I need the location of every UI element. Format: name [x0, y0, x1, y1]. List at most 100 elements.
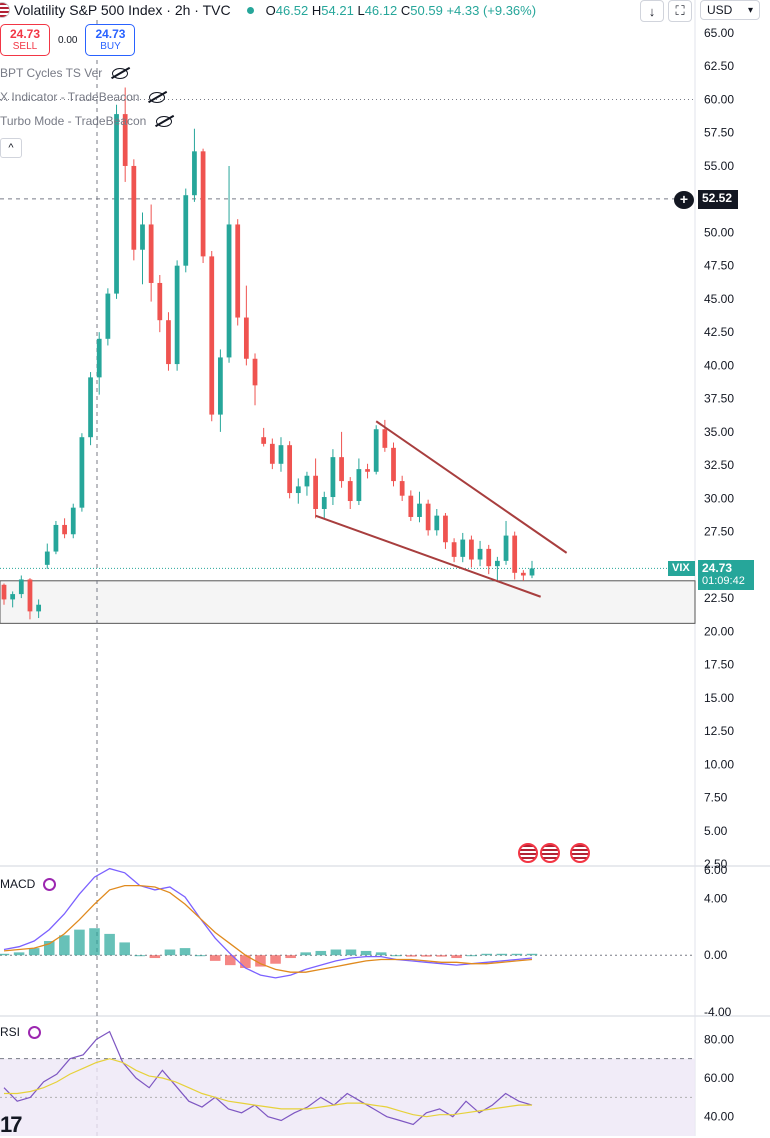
candle [269, 438, 275, 470]
candle [451, 538, 457, 563]
candle-body [356, 469, 362, 502]
candle-body [18, 579, 24, 595]
indicator-row[interactable]: X Indicator - TradeBeacon [0, 90, 166, 104]
candle-body [477, 548, 483, 560]
macd-histogram-bar [194, 955, 206, 957]
y-axis-tick-label: 40.00 [704, 358, 734, 372]
candle-body [503, 535, 509, 561]
y-axis-tick-label: 15.00 [704, 691, 734, 705]
candle [226, 165, 232, 363]
spread-value: 0.00 [58, 34, 78, 46]
macd-line [3, 867, 533, 979]
macd-axis-tick-label: 6.00 [704, 863, 728, 877]
macd-histogram-bar [179, 948, 191, 956]
rsi-line [3, 1030, 533, 1126]
macd-histogram-bar [496, 953, 508, 956]
macd-signal-line [3, 884, 533, 973]
indicator-row[interactable]: Turbo Mode - TradeBeacon [0, 114, 173, 128]
y-axis-tick-label: 35.00 [704, 425, 734, 439]
hidden-eye-icon[interactable] [149, 91, 166, 103]
macd-histogram-bar [315, 950, 327, 956]
support-zone-box [0, 580, 696, 624]
candle [140, 212, 145, 285]
hidden-eye-icon[interactable] [112, 67, 129, 79]
macd-histogram-bar [421, 955, 432, 957]
symbol-title: Volatility S&P 500 Index · 2h · TVC [14, 2, 231, 18]
candle [520, 570, 526, 581]
candle [122, 87, 128, 182]
candle [1, 583, 7, 605]
fullscreen-icon[interactable]: ⛶ [668, 0, 692, 22]
candle [321, 491, 327, 519]
rsi-pane-label[interactable]: RSI [0, 1025, 42, 1039]
candle [460, 532, 466, 563]
candle-body [174, 265, 180, 365]
candle [10, 591, 16, 608]
y-axis-tick-label: 17.50 [704, 658, 734, 672]
economic-event-flag-icon[interactable] [540, 843, 560, 863]
rsi-axis-tick-label: 40.00 [704, 1110, 734, 1124]
macd-pane-label[interactable]: MACD [0, 877, 57, 891]
candle [70, 503, 76, 539]
candle-body [157, 282, 163, 321]
candle [218, 349, 223, 432]
candle-body [36, 604, 42, 612]
candle [373, 425, 379, 475]
candle-body [443, 515, 448, 543]
candle-body [122, 114, 128, 166]
macd-histogram-bar [345, 949, 357, 956]
candle [477, 540, 483, 567]
candle [183, 188, 189, 273]
candle-body [183, 195, 189, 266]
sell-button[interactable]: 24.73 SELL [0, 24, 50, 56]
indicator-row[interactable]: BPT Cycles TS Ver [0, 66, 129, 80]
candle [200, 148, 206, 264]
candle-body [88, 377, 93, 438]
add-alert-plus-icon[interactable]: + [674, 191, 694, 209]
candle-body [278, 445, 284, 464]
candle [44, 543, 50, 569]
tradingview-logo-icon: 17 [0, 1112, 23, 1137]
candle-body [261, 437, 267, 444]
candle-body [469, 539, 474, 560]
y-axis-tick-label: 22.50 [704, 591, 734, 605]
candle [27, 578, 33, 620]
macd-histogram-bar [375, 952, 387, 956]
candle [287, 441, 293, 499]
economic-event-flag-icon[interactable] [570, 843, 590, 863]
chevron-down-icon: ▾ [747, 4, 753, 16]
y-axis-tick-label: 7.50 [704, 791, 728, 805]
currency-selector[interactable]: USD ▾ [700, 0, 760, 20]
candle-body [269, 443, 275, 464]
hidden-eye-icon[interactable] [156, 115, 173, 127]
arrow-down-icon[interactable]: ↓ [640, 0, 664, 22]
candle-body [96, 338, 102, 378]
candle-body [44, 551, 50, 565]
symbol-header[interactable]: Volatility S&P 500 Index · 2h · TVC O46.… [0, 0, 536, 20]
y-axis-tick-label: 10.00 [704, 757, 734, 771]
y-axis-tick-label: 5.00 [704, 824, 728, 838]
rsi-ma-line [4, 1058, 532, 1118]
candle [356, 458, 362, 506]
wedge-upper-trendline [375, 420, 568, 554]
candle [53, 520, 59, 555]
candle-body [494, 560, 500, 567]
y-axis-tick-label: 65.00 [704, 26, 734, 40]
candle-body [114, 114, 119, 294]
candle [469, 535, 474, 568]
macd-histogram-bar [436, 955, 447, 957]
buy-button[interactable]: 24.73 BUY [85, 24, 136, 56]
macd-histogram-bar [43, 941, 55, 956]
candle-body [209, 256, 215, 415]
candle-body [373, 429, 379, 472]
candle [192, 128, 197, 202]
candle-body [70, 507, 76, 535]
candle [399, 475, 405, 502]
candle-body [451, 542, 457, 557]
y-axis-tick-label: 2.50 [704, 857, 728, 871]
economic-event-flag-icon[interactable] [518, 843, 538, 863]
collapse-legend-button[interactable]: ^ [0, 138, 22, 158]
candle [36, 599, 42, 619]
candle-body [62, 524, 67, 535]
